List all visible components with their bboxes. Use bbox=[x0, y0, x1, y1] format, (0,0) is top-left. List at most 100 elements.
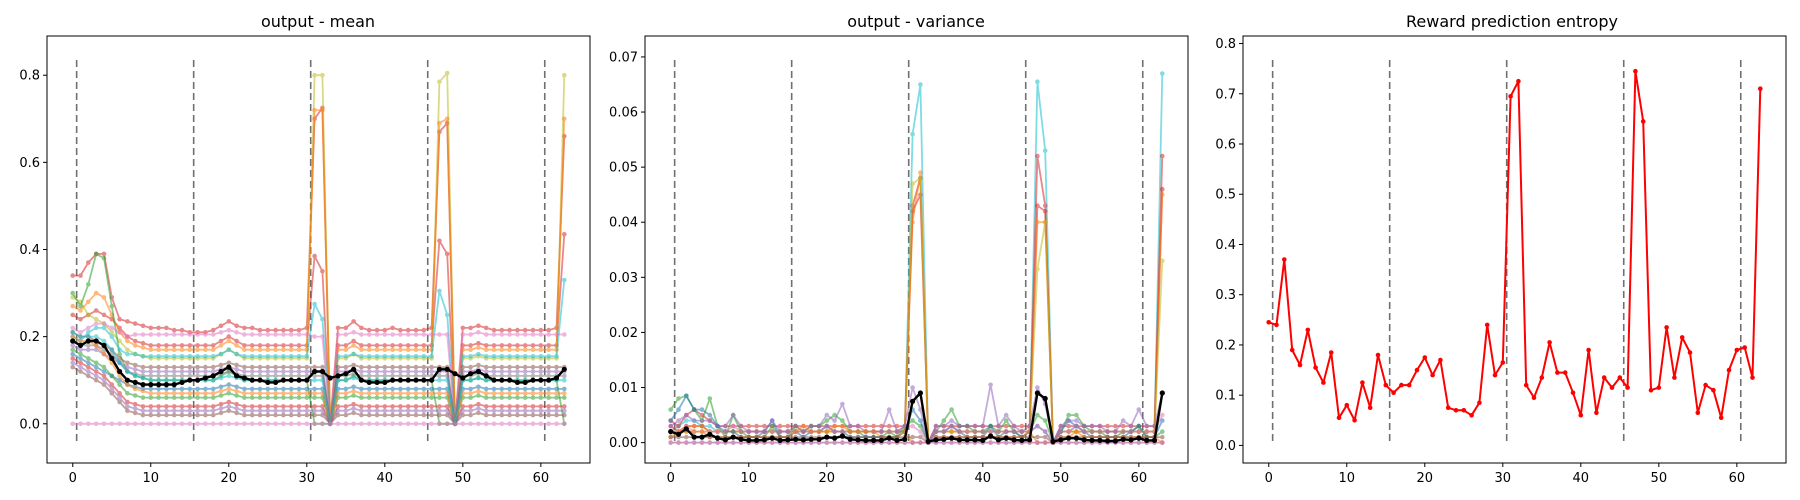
data-point bbox=[530, 391, 536, 396]
data-point bbox=[203, 391, 208, 396]
data-point bbox=[226, 386, 232, 392]
data-point bbox=[156, 373, 161, 379]
data-point bbox=[171, 327, 177, 333]
data-point bbox=[140, 382, 146, 388]
data-point bbox=[351, 375, 356, 381]
data-point bbox=[382, 395, 388, 400]
data-point bbox=[281, 364, 286, 370]
data-point bbox=[1042, 418, 1048, 423]
data-point bbox=[234, 410, 239, 416]
plot-area: 0 10 20 30 40 50 60 0.0 0.1 0.2 0.3 0.4 0.5 0.6 0.7 0.8 bbox=[1215, 35, 1787, 486]
data-point bbox=[437, 288, 442, 294]
data-point bbox=[468, 404, 473, 409]
data-point bbox=[746, 437, 752, 443]
data-point bbox=[910, 423, 915, 429]
data-series bbox=[70, 421, 567, 427]
data-point bbox=[444, 251, 450, 257]
data-point bbox=[421, 404, 427, 409]
data-point bbox=[762, 423, 767, 429]
data-point bbox=[483, 369, 489, 374]
data-point bbox=[265, 421, 271, 427]
data-point bbox=[562, 408, 567, 414]
data-point bbox=[234, 373, 240, 379]
plot-background bbox=[1243, 36, 1786, 463]
data-point bbox=[1601, 375, 1607, 380]
data-point bbox=[468, 421, 473, 427]
y-tick-label: 0.2 bbox=[1215, 338, 1236, 353]
data-point bbox=[351, 406, 356, 411]
data-point bbox=[296, 343, 302, 348]
data-point bbox=[109, 386, 115, 392]
data-point bbox=[785, 429, 791, 434]
data-point bbox=[1160, 434, 1165, 440]
data-point bbox=[413, 404, 419, 409]
data-point bbox=[538, 377, 544, 383]
data-point bbox=[249, 412, 255, 418]
data-point bbox=[366, 395, 372, 400]
data-point bbox=[101, 373, 107, 379]
data-point bbox=[507, 332, 512, 337]
data-point bbox=[405, 327, 411, 333]
data-point bbox=[257, 412, 263, 418]
data-point bbox=[437, 404, 442, 409]
data-point bbox=[668, 440, 673, 445]
data-point bbox=[390, 377, 396, 383]
data-point bbox=[538, 354, 544, 359]
data-point bbox=[1081, 423, 1087, 429]
data-point bbox=[522, 343, 528, 348]
data-point bbox=[499, 386, 505, 392]
data-point bbox=[203, 412, 208, 418]
data-point bbox=[273, 395, 278, 400]
data-point bbox=[257, 347, 263, 353]
data-point bbox=[507, 408, 512, 414]
data-point bbox=[109, 355, 115, 361]
data-point bbox=[460, 364, 466, 370]
data-point bbox=[957, 429, 962, 434]
data-point bbox=[132, 362, 138, 368]
data-point bbox=[1035, 412, 1040, 418]
data-point bbox=[1453, 408, 1459, 413]
data-point bbox=[125, 360, 130, 366]
data-point bbox=[499, 408, 505, 414]
data-point bbox=[117, 395, 122, 400]
data-point bbox=[1042, 434, 1048, 440]
data-point bbox=[78, 364, 83, 370]
data-point bbox=[242, 391, 247, 396]
data-point bbox=[366, 347, 372, 353]
data-point bbox=[273, 343, 278, 348]
data-point bbox=[203, 404, 208, 409]
data-point bbox=[499, 343, 505, 348]
data-point bbox=[140, 354, 146, 359]
data-point bbox=[1042, 440, 1048, 445]
data-point bbox=[949, 418, 954, 423]
data-point bbox=[871, 423, 876, 429]
data-point bbox=[452, 371, 458, 377]
data-point bbox=[691, 423, 697, 429]
data-point bbox=[491, 421, 497, 427]
data-point bbox=[382, 369, 388, 374]
data-point bbox=[421, 373, 427, 379]
data-point bbox=[562, 332, 567, 337]
data-point bbox=[179, 332, 185, 337]
data-point bbox=[863, 437, 869, 443]
data-point bbox=[218, 421, 224, 427]
data-point bbox=[863, 423, 869, 429]
data-point bbox=[382, 354, 388, 359]
data-point bbox=[351, 338, 356, 344]
data-point bbox=[816, 429, 822, 434]
data-point bbox=[1391, 390, 1396, 396]
data-series bbox=[668, 390, 1165, 445]
data-point bbox=[1097, 437, 1103, 443]
chart-panel-mean: output - mean 0 10 20 30 40 50 600.00.20.40.60… bbox=[19, 12, 591, 486]
chart-title: output - variance bbox=[847, 12, 985, 31]
data-point bbox=[273, 373, 278, 379]
data-point bbox=[491, 408, 497, 414]
data-point bbox=[554, 395, 559, 400]
data-point bbox=[1570, 390, 1576, 396]
data-point bbox=[1266, 320, 1271, 325]
data-point bbox=[847, 436, 853, 442]
x-tick-label: 20 bbox=[1417, 471, 1434, 486]
data-point bbox=[382, 408, 388, 414]
data-point bbox=[1633, 68, 1638, 74]
data-point bbox=[390, 354, 395, 359]
